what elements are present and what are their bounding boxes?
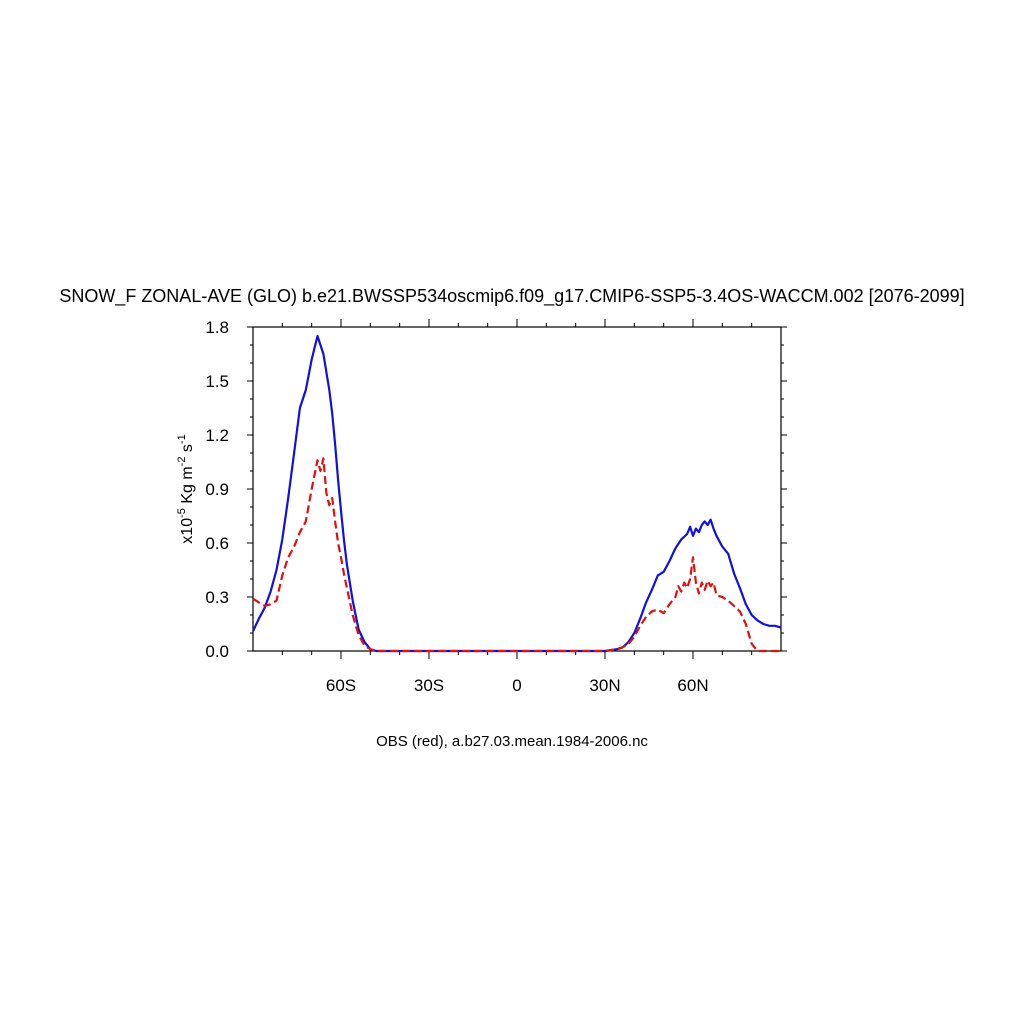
- y-label-prefix: x10: [179, 518, 196, 544]
- series-layer: [252, 334, 782, 653]
- y-tick-label: 0.0: [205, 642, 229, 661]
- y-axis: 0.0 0.3 0.6 0.9 1.2 1.5 1.8: [205, 318, 787, 661]
- y-tick-label: 1.5: [205, 372, 229, 391]
- chart-title: SNOW_F ZONAL-AVE (GLO) b.e21.BWSSP534osc…: [59, 286, 964, 307]
- plot-border: [252, 326, 782, 652]
- y-tick-label: 0.6: [205, 534, 229, 553]
- series-line-0: [252, 334, 782, 653]
- y-tick-label: 1.8: [205, 318, 229, 337]
- y-label-exp3: -1: [176, 434, 188, 444]
- series-line-1: [252, 457, 781, 653]
- y-label-units2: s: [179, 444, 196, 456]
- x-tick-label: 60S: [326, 676, 356, 695]
- x-axis: 60S 30S 0 30N 60N: [281, 319, 753, 695]
- y-label-exp2: -2: [176, 457, 188, 467]
- x-tick-label: 30S: [414, 676, 444, 695]
- y-tick-label: 0.9: [205, 480, 229, 499]
- plot-frame: [252, 326, 782, 652]
- y-axis-label: x10-5 Kg m-2 s-1: [176, 434, 196, 543]
- chart-footer: OBS (red), a.b27.03.mean.1984-2006.nc: [376, 733, 648, 750]
- x-tick-label: 60N: [677, 676, 708, 695]
- x-tick-label: 30N: [589, 676, 620, 695]
- y-label-units: Kg m: [179, 466, 196, 508]
- x-tick-label: 0: [512, 676, 521, 695]
- y-label-exp1: -5: [176, 508, 188, 518]
- y-tick-label: 1.2: [205, 426, 229, 445]
- y-tick-label: 0.3: [205, 588, 229, 607]
